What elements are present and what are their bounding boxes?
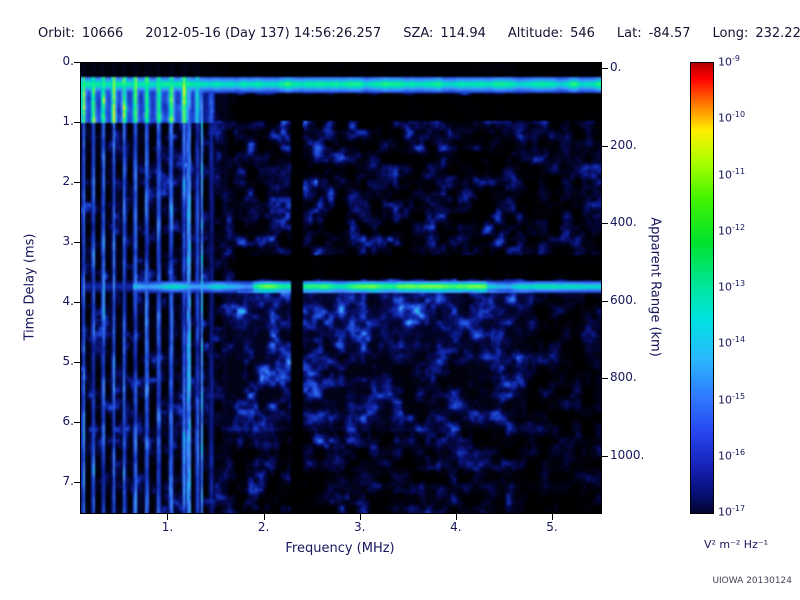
header-field-value: 232.22 bbox=[755, 26, 800, 41]
y-axis-tick-mark bbox=[74, 482, 80, 483]
x-axis-tick-label: 1. bbox=[161, 520, 174, 534]
y-axis-tick-label: 1. bbox=[62, 114, 74, 128]
header: Orbit: 10666 2012-05-16 (Day 137) 14:56:26… bbox=[38, 26, 800, 41]
header-field-value: 10666 bbox=[81, 26, 124, 41]
y-axis-tick-mark bbox=[74, 362, 80, 363]
header-field-label: Long: bbox=[712, 26, 749, 41]
x-axis-tick-mark bbox=[167, 514, 169, 520]
y-axis-tick-label: 5. bbox=[62, 354, 74, 368]
x-axis-tick-mark bbox=[263, 514, 265, 520]
right-axis-tick-label: 200. bbox=[610, 137, 637, 152]
right-axis-tick-label: 0. bbox=[610, 60, 622, 74]
colorbar-tick-label: 10-15 bbox=[718, 391, 746, 407]
header-field-value: -84.57 bbox=[648, 26, 691, 41]
y-axis-tick-mark bbox=[74, 302, 80, 303]
header-field-label: Lat: bbox=[616, 26, 642, 41]
colorbar-tick-label: 10-9 bbox=[718, 54, 740, 69]
y-axis-tick-mark bbox=[74, 122, 80, 123]
spectrogram-canvas bbox=[81, 63, 601, 513]
x-axis-label: Frequency (MHz) bbox=[285, 541, 395, 556]
credit-text: UIOWA 20130124 bbox=[712, 576, 792, 586]
header-field: Long: 232.22 bbox=[713, 26, 800, 41]
header-field: 2012-05-16 (Day 137) 14:56:26.257 bbox=[145, 26, 381, 41]
y-axis-tick-label: 7. bbox=[62, 474, 74, 488]
y-axis-label-right: Apparent Range (km) bbox=[647, 217, 663, 357]
y-axis-tick-mark bbox=[74, 182, 80, 183]
header-field-value: 114.94 bbox=[440, 26, 486, 41]
x-axis-tick-label: 3. bbox=[353, 520, 366, 534]
x-axis-tick-mark bbox=[455, 514, 457, 520]
right-axis-tick-mark bbox=[602, 145, 608, 147]
colorbar-tick-label: 10-14 bbox=[718, 335, 746, 350]
header-field: SZA: 114.94 bbox=[403, 26, 486, 41]
header-field-label: Altitude: bbox=[507, 26, 564, 41]
header-field-label: Orbit: bbox=[38, 26, 75, 41]
header-field: Orbit: 10666 bbox=[38, 26, 123, 41]
x-axis-tick-mark bbox=[359, 514, 361, 520]
x-axis-tick-mark bbox=[551, 514, 553, 520]
header-field-label: SZA: bbox=[403, 26, 434, 41]
header-field-value: 2012-05-16 (Day 137) 14:56:26.257 bbox=[145, 26, 382, 41]
right-axis-tick-mark bbox=[602, 300, 608, 302]
y-axis-tick-label: 2. bbox=[62, 174, 74, 188]
y-axis-tick-mark bbox=[74, 62, 80, 63]
x-axis-tick-label: 4. bbox=[450, 520, 462, 534]
y-axis-tick-label: 6. bbox=[62, 414, 74, 428]
colorbar bbox=[690, 62, 714, 514]
y-axis-tick-mark bbox=[74, 242, 80, 243]
colorbar-tick-label: 10-11 bbox=[718, 166, 746, 182]
colorbar-tick-label: 10-10 bbox=[718, 110, 746, 125]
right-axis-tick-mark bbox=[602, 378, 608, 380]
right-axis-tick-label: 800. bbox=[610, 370, 637, 385]
right-axis-tick-mark bbox=[602, 455, 608, 457]
colorbar-tick-label: 10-12 bbox=[718, 222, 746, 238]
colorbar-tick-label: 10-17 bbox=[718, 504, 746, 519]
colorbar-unit-label: V² m⁻² Hz⁻¹ bbox=[703, 538, 769, 551]
right-axis-tick-mark bbox=[602, 68, 608, 69]
y-axis-tick-mark bbox=[74, 422, 80, 423]
colorbar-tick-label: 10-13 bbox=[718, 279, 746, 294]
y-axis-label-left: Time Delay (ms) bbox=[22, 233, 38, 341]
x-axis-tick-label: 5. bbox=[546, 520, 558, 534]
header-field: Lat: -84.57 bbox=[617, 26, 691, 41]
y-axis-tick-label: 3. bbox=[62, 234, 74, 248]
right-axis-tick-label: 1000. bbox=[610, 447, 645, 462]
right-axis-tick-mark bbox=[602, 223, 608, 225]
x-axis-tick-label: 2. bbox=[257, 520, 270, 534]
colorbar-tick-label: 10-16 bbox=[718, 447, 746, 463]
y-axis-tick-label: 0. bbox=[62, 54, 74, 68]
header-field-value: 546 bbox=[570, 26, 595, 41]
right-axis-tick-label: 400. bbox=[610, 215, 637, 230]
right-axis-tick-label: 600. bbox=[610, 292, 637, 307]
y-axis-tick-label: 4. bbox=[62, 294, 74, 308]
spectrogram-plot bbox=[80, 62, 602, 514]
header-field: Altitude: 546 bbox=[508, 26, 595, 41]
